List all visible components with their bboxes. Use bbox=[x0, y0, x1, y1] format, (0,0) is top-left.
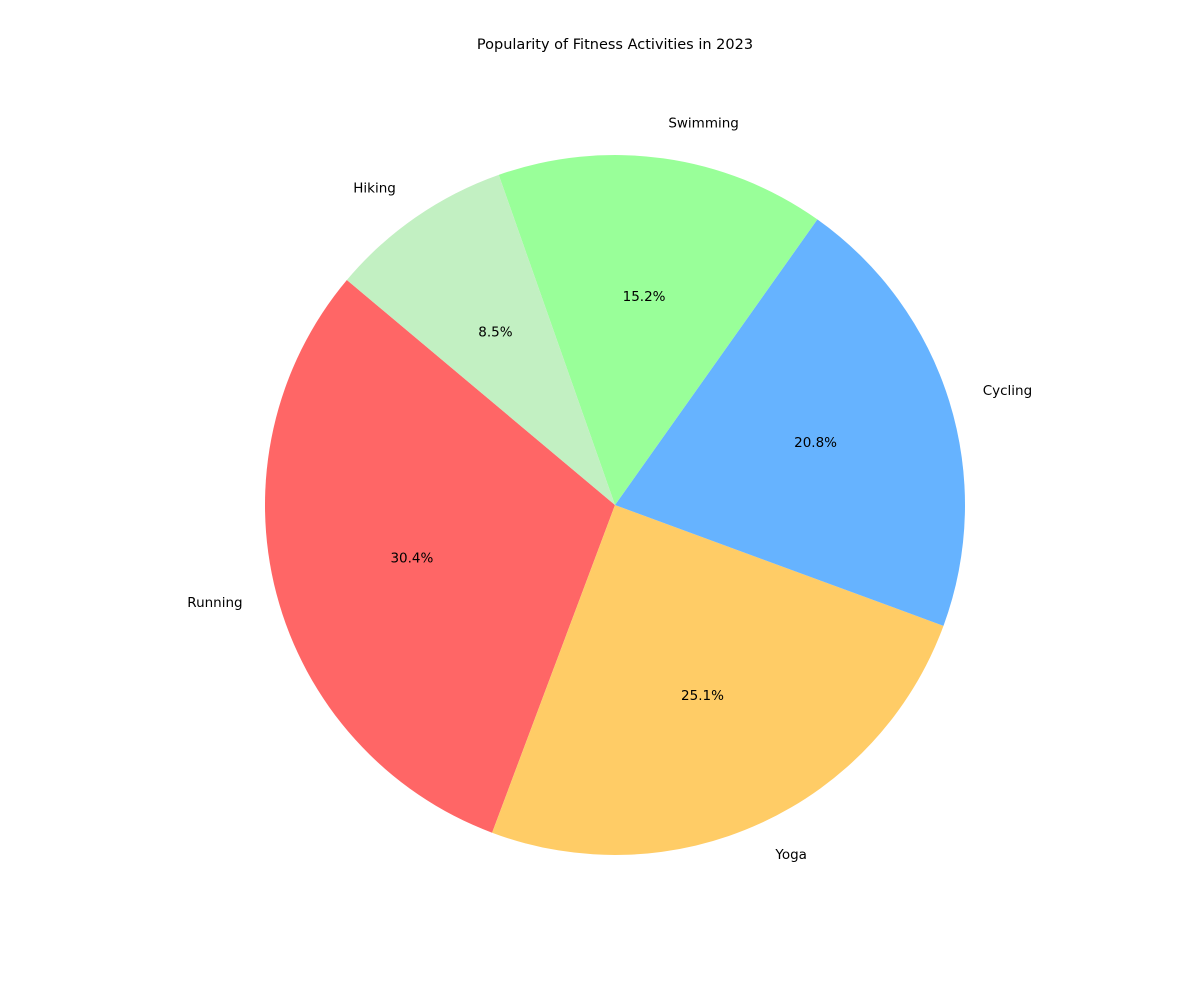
pie-labels: Running 30.4% Yoga 25.1% Cycling 20.8% Swimmin… bbox=[187, 116, 1032, 863]
slice-pct-yoga: 25.1% bbox=[681, 688, 724, 704]
pie-slices bbox=[264, 154, 965, 856]
slice-pct-swimming: 15.2% bbox=[623, 289, 666, 305]
pie-slice-yoga bbox=[492, 505, 944, 856]
slice-label-swimming: Swimming bbox=[668, 116, 739, 132]
slice-label-yoga: Yoga bbox=[774, 847, 807, 863]
pie-slice-swimming bbox=[498, 154, 818, 505]
slice-label-hiking: Hiking bbox=[353, 180, 396, 196]
slice-pct-hiking: 8.5% bbox=[478, 324, 512, 340]
pie-slice-hiking bbox=[346, 174, 615, 505]
pie-slice-running bbox=[264, 280, 615, 833]
slice-label-running: Running bbox=[187, 595, 242, 611]
slice-pct-running: 30.4% bbox=[390, 550, 433, 566]
pie-slice-cycling bbox=[615, 219, 965, 626]
slice-label-cycling: Cycling bbox=[983, 383, 1032, 399]
chart-title: Popularity of Fitness Activities in 2023 bbox=[477, 37, 753, 53]
slice-pct-cycling: 20.8% bbox=[794, 435, 837, 451]
